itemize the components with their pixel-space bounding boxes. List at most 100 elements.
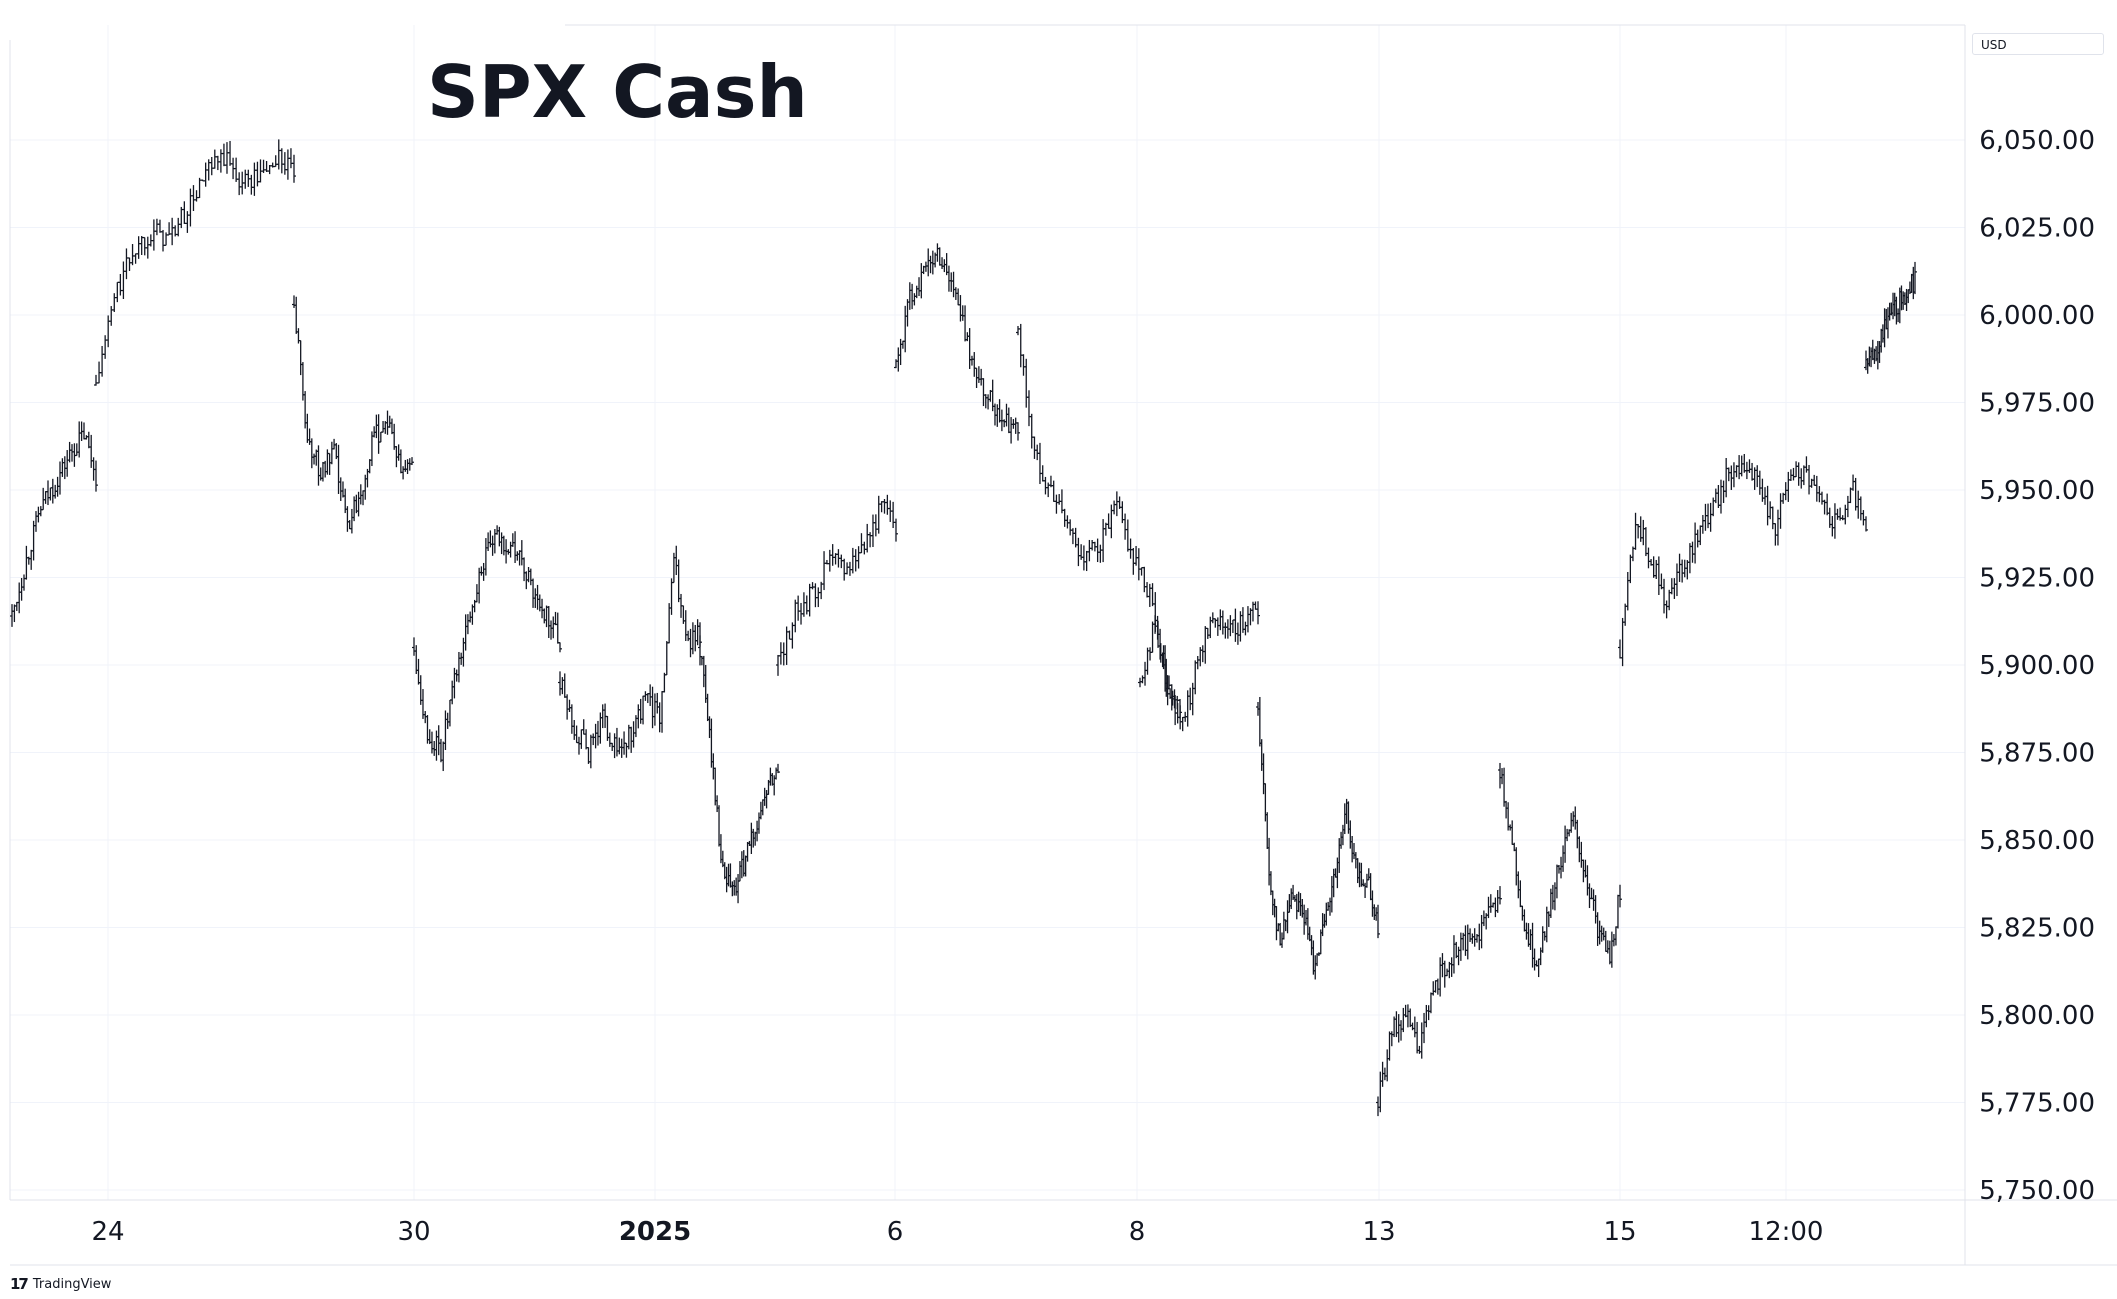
ohlc-bar (816, 587, 821, 608)
price-tick-label: 6,050.00 (1979, 126, 2095, 156)
ohlc-bar (1013, 417, 1018, 434)
ohlc-bar (228, 140, 233, 166)
ohlc-bar (868, 532, 873, 548)
ohlc-bar (1220, 610, 1225, 635)
ohlc-bar (567, 699, 572, 712)
price-axis[interactable]: 5,750.00 5,775.00 5,800.00 5,825.00 5,850.00… (1979, 126, 2095, 1206)
ohlc-bar (314, 449, 319, 466)
ohlc-bar (465, 614, 470, 635)
ohlc-bar (470, 604, 475, 625)
ohlc-bar (1084, 550, 1089, 572)
ohlc-bar (1068, 519, 1073, 536)
ohlc-bar (1493, 897, 1498, 918)
ohlc-bar (827, 549, 832, 572)
ohlc-bar (1138, 677, 1142, 688)
ohlc-bar (1742, 453, 1747, 473)
price-tick-label: 5,750.00 (1979, 1176, 2095, 1206)
ohlc-bar (1016, 325, 1020, 336)
ohlc-bar (1438, 957, 1443, 997)
ohlc-bar (499, 532, 504, 555)
ohlc-bar (917, 277, 922, 297)
ohlc-bar (972, 352, 977, 377)
ohlc-bar (1228, 615, 1233, 637)
ohlc-bar (1142, 566, 1147, 593)
ohlc-bar (338, 477, 343, 502)
ohlc-bar (243, 169, 248, 189)
ohlc-bar (667, 603, 672, 644)
ohlc-bar (549, 620, 554, 640)
price-tick-label: 5,775.00 (1979, 1089, 2095, 1119)
ohlc-bar (1641, 519, 1646, 546)
ohlc-bar (1180, 716, 1185, 732)
price-tick-label: 6,000.00 (1979, 301, 2095, 331)
ohlc-bar (1153, 615, 1158, 634)
ohlc-bar (288, 148, 293, 169)
ohlc-bar (1037, 442, 1042, 485)
ohlc-bar (279, 148, 284, 174)
ohlc-bar (221, 143, 226, 167)
ohlc-bar (197, 177, 202, 199)
ohlc-bar (591, 733, 596, 746)
session-dec-27 (412, 525, 562, 772)
ohlc-bar (1737, 455, 1742, 480)
ohlc-bar (1856, 490, 1861, 519)
ohlc-bar (1488, 894, 1493, 913)
ohlc-bar (865, 523, 870, 553)
ohlc-bar (1210, 612, 1215, 624)
ohlc-bar (940, 257, 945, 269)
ohlc-bar (450, 680, 455, 705)
ohlc-bar (486, 532, 491, 552)
ohlc-bar (949, 272, 954, 292)
ohlc-bar (626, 724, 631, 750)
ohlc-bar (645, 693, 650, 704)
ohlc-bar (847, 561, 852, 576)
ohlc-bar (203, 162, 208, 187)
ohlc-bar (1054, 494, 1059, 514)
ohlc-bar (558, 642, 562, 653)
ohlc-bar (1783, 482, 1788, 501)
time-axis[interactable]: 24 30 2025 6 8 13 15 12:00 (91, 1217, 1823, 1247)
ohlc-bar (807, 583, 812, 617)
ohlc-bar (676, 559, 681, 603)
ohlc-bar (930, 250, 935, 275)
ohlc-bar (600, 704, 605, 729)
ohlc-bar (595, 720, 600, 746)
ohlc-bar (264, 160, 269, 173)
ohlc-bar (1458, 932, 1463, 961)
ohlc-bar (905, 299, 910, 327)
ohlc-bar (873, 514, 878, 537)
ohlc-bar (1739, 455, 1744, 477)
ohlc-bar (956, 288, 961, 306)
ohlc-bar (495, 525, 500, 535)
ohlc-bar (70, 444, 74, 462)
ohlc-bar (519, 540, 524, 566)
ohlc-bar (403, 459, 408, 472)
session-jan-14 (1618, 453, 1868, 667)
currency-badge[interactable]: USD (1972, 33, 2104, 55)
ohlc-bar (942, 259, 947, 273)
ohlc-bar (1215, 617, 1220, 636)
ohlc-bar (249, 174, 254, 195)
ohlc-bar (1205, 627, 1210, 639)
ohlc-bar (347, 520, 352, 530)
ohlc-bar (124, 248, 129, 280)
ohlc-bar (1468, 928, 1473, 942)
ohlc-bar (86, 431, 91, 449)
ohlc-bar (1685, 560, 1690, 580)
session-jan-3 (894, 243, 1020, 444)
ohlc-bar (1495, 890, 1500, 913)
ohlc-bar (1680, 559, 1685, 583)
ohlc-bar (537, 594, 542, 612)
ohlc-bar (662, 672, 667, 693)
ohlc-bar (17, 582, 22, 614)
ohlc-bar (1713, 488, 1718, 504)
ohlc-bar (46, 480, 50, 506)
ohlc-bar (367, 459, 372, 474)
ohlc-bar (1062, 508, 1067, 527)
tradingview-branding[interactable]: 17 TradingView (10, 1275, 111, 1293)
ohlc-bar (655, 692, 660, 714)
ohlc-bar (607, 732, 612, 747)
ohlc-bar (1479, 914, 1484, 949)
ohlc-bar (919, 263, 924, 299)
